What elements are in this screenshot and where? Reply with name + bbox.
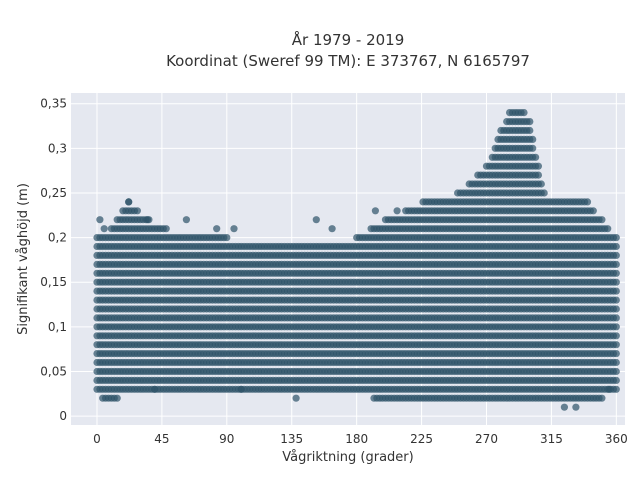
y-axis-ticks: 0 0,05 0,1 0,15 0,2 0,25 0,3 0,35: [40, 97, 67, 423]
x-tick-label: 225: [410, 432, 433, 446]
plot-background: [71, 93, 625, 425]
y-tick-label: 0,25: [40, 186, 67, 200]
data-point: [125, 198, 133, 206]
x-tick-label: 0: [93, 432, 101, 446]
data-point: [328, 225, 336, 233]
data-point: [133, 207, 141, 215]
data-point: [598, 394, 606, 402]
data-point: [529, 135, 537, 143]
data-point: [612, 358, 620, 367]
data-point: [612, 367, 620, 376]
data-point: [612, 251, 620, 259]
data-point: [598, 216, 606, 224]
data-point: [151, 385, 159, 393]
x-tick-label: 315: [540, 432, 563, 446]
data-point: [113, 394, 121, 402]
data-point: [612, 287, 620, 295]
data-point: [537, 180, 545, 188]
data-point: [96, 216, 104, 224]
y-tick-label: 0,2: [48, 231, 67, 245]
data-point: [604, 225, 612, 233]
data-point: [99, 394, 107, 402]
data-point: [534, 162, 543, 170]
data-point: [182, 216, 190, 224]
data-point: [520, 109, 528, 117]
data-point: [393, 207, 401, 215]
data-point: [532, 153, 540, 161]
data-point: [612, 332, 620, 340]
data-point: [589, 207, 597, 215]
data-points: [93, 109, 620, 411]
data-point: [612, 323, 620, 331]
x-tick-label: 180: [345, 432, 368, 446]
data-point: [292, 394, 300, 402]
y-tick-label: 0,05: [40, 364, 67, 378]
data-point: [534, 171, 543, 179]
data-point: [605, 385, 613, 393]
x-tick-label: 90: [219, 432, 234, 446]
data-point: [371, 207, 379, 215]
data-point: [612, 296, 620, 304]
data-point: [612, 234, 620, 242]
chart-subtitle: Koordinat (Sweref 99 TM): E 373767, N 61…: [166, 52, 530, 70]
data-point: [612, 385, 620, 393]
data-point: [312, 216, 320, 224]
data-point: [612, 278, 620, 286]
data-point: [612, 314, 620, 322]
data-point: [237, 385, 245, 393]
data-point: [612, 350, 620, 358]
data-point: [572, 403, 580, 411]
x-tick-label: 135: [280, 432, 303, 446]
data-point: [230, 225, 238, 233]
x-tick-label: 270: [475, 432, 498, 446]
y-axis-label: Signifikant våghöjd (m): [16, 183, 31, 335]
data-point: [583, 198, 592, 206]
data-point: [100, 225, 108, 233]
y-tick-label: 0,15: [40, 275, 67, 289]
data-point: [529, 144, 537, 152]
data-point: [612, 305, 620, 313]
y-tick-label: 0: [59, 409, 67, 423]
x-tick-label: 45: [154, 432, 169, 446]
y-tick-label: 0,1: [48, 320, 67, 334]
data-point: [223, 234, 231, 242]
x-tick-label: 360: [605, 432, 628, 446]
data-point: [540, 189, 548, 197]
data-point: [612, 269, 620, 277]
x-axis-ticks: 0 45 90 135 180 225 270 315 360: [93, 432, 628, 446]
y-tick-label: 0,35: [40, 97, 67, 111]
x-axis-label: Vågriktning (grader): [282, 450, 413, 465]
data-point: [612, 260, 620, 268]
data-point: [612, 242, 620, 251]
data-point: [612, 341, 620, 349]
y-tick-label: 0,3: [48, 141, 67, 155]
data-point: [612, 376, 620, 384]
data-point: [143, 216, 152, 224]
data-point: [526, 126, 534, 135]
data-point: [560, 403, 569, 411]
data-point: [526, 118, 534, 126]
chart-title: År 1979 - 2019: [292, 30, 405, 49]
data-point: [162, 225, 170, 233]
data-point: [213, 225, 221, 233]
